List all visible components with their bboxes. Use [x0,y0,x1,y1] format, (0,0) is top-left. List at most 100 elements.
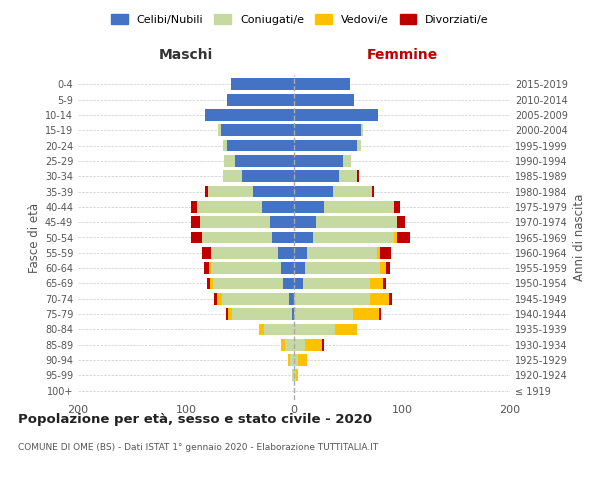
Bar [278,247,294,259]
Bar [227,140,294,151]
Bar [386,262,390,274]
Bar [221,124,294,136]
Bar [305,339,322,351]
Bar [394,201,400,213]
Bar [356,140,361,151]
Bar [294,354,298,366]
Bar [389,293,392,305]
Bar [287,354,290,366]
Bar [290,354,294,366]
Bar [202,247,211,259]
Bar [286,339,294,351]
Bar [356,170,359,182]
Bar [242,170,294,182]
Bar [294,109,378,121]
Bar [294,186,333,198]
Bar [200,216,270,228]
Bar [316,216,397,228]
Bar [217,293,221,305]
Bar [283,278,294,289]
Bar [205,262,209,274]
Bar [197,201,262,213]
Bar [294,155,343,167]
Bar [380,247,391,259]
Y-axis label: Anni di nascita: Anni di nascita [573,194,586,281]
Bar [296,370,298,382]
Bar [294,262,305,274]
Bar [383,278,386,289]
Bar [191,216,200,228]
Bar [298,354,307,366]
Bar [335,324,356,336]
Bar [322,339,324,351]
Bar [324,201,394,213]
Bar [191,232,202,243]
Bar [223,140,227,151]
Bar [294,324,335,336]
Bar [213,278,283,289]
Bar [372,186,374,198]
Bar [294,370,296,382]
Bar [294,278,302,289]
Text: Popolazione per età, sesso e stato civile - 2020: Popolazione per età, sesso e stato civil… [18,412,372,426]
Bar [224,155,235,167]
Bar [294,78,350,90]
Bar [294,232,313,243]
Bar [370,278,383,289]
Bar [294,247,307,259]
Bar [227,94,294,106]
Bar [397,232,410,243]
Bar [397,216,405,228]
Bar [205,109,294,121]
Bar [294,170,340,182]
Bar [205,186,208,198]
Bar [340,170,356,182]
Bar [281,339,286,351]
Bar [253,186,294,198]
Bar [259,324,264,336]
Bar [394,232,397,243]
Bar [281,262,294,274]
Bar [232,78,294,90]
Bar [379,308,382,320]
Bar [333,186,372,198]
Bar [302,278,370,289]
Bar [294,216,316,228]
Bar [206,278,210,289]
Legend: Celibi/Nubili, Coniugati/e, Vedovi/e, Divorziati/e: Celibi/Nubili, Coniugati/e, Vedovi/e, Di… [108,10,492,28]
Bar [211,262,281,274]
Bar [289,293,294,305]
Bar [272,232,294,243]
Text: COMUNE DI OME (BS) - Dati ISTAT 1° gennaio 2020 - Elaborazione TUTTITALIA.IT: COMUNE DI OME (BS) - Dati ISTAT 1° genna… [18,442,378,452]
Bar [221,293,289,305]
Bar [377,247,380,259]
Bar [294,124,361,136]
Bar [210,278,213,289]
Bar [305,262,380,274]
Bar [361,124,363,136]
Bar [208,186,253,198]
Bar [228,308,232,320]
Bar [343,155,351,167]
Bar [292,370,294,382]
Bar [264,324,294,336]
Bar [292,308,294,320]
Bar [223,170,242,182]
Bar [294,339,305,351]
Bar [211,247,278,259]
Bar [353,308,379,320]
Bar [294,308,353,320]
Bar [214,293,217,305]
Bar [232,308,292,320]
Bar [226,308,228,320]
Bar [270,216,294,228]
Bar [294,293,370,305]
Bar [209,262,211,274]
Bar [380,262,386,274]
Y-axis label: Fasce di età: Fasce di età [28,202,41,272]
Text: Femmine: Femmine [367,48,437,62]
Bar [218,124,221,136]
Bar [191,201,197,213]
Bar [294,94,355,106]
Bar [307,247,377,259]
